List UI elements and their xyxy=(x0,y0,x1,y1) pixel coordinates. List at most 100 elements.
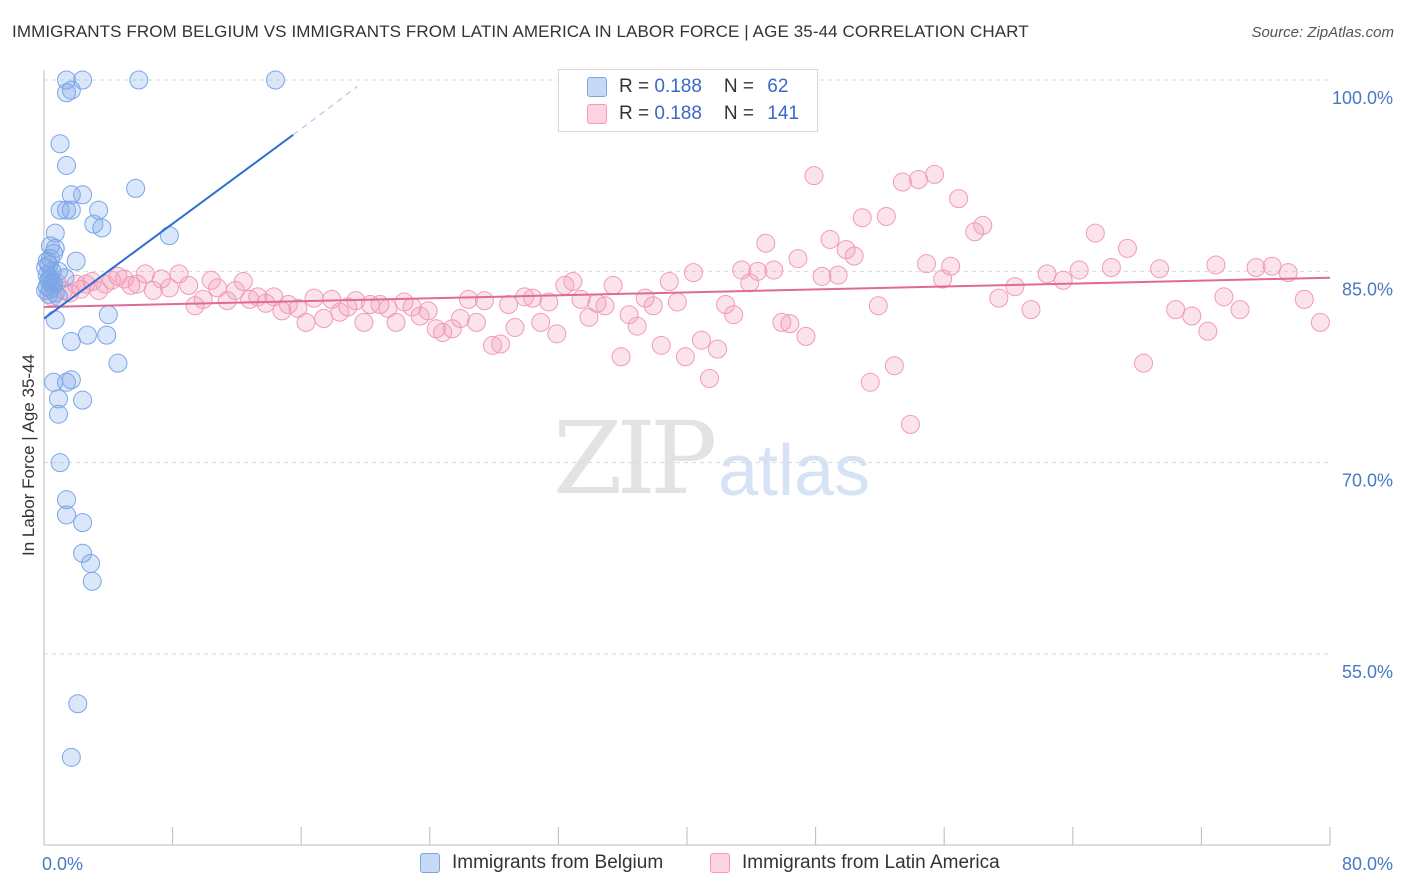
belgium-point-9 xyxy=(61,185,81,205)
latin-america-point-127 xyxy=(1117,238,1137,258)
belgium-point-58 xyxy=(82,571,102,591)
latin-america-point-130 xyxy=(1166,300,1186,320)
latin-america-point-86 xyxy=(708,339,728,359)
belgium-point-13 xyxy=(61,200,81,220)
latin-america-point-112 xyxy=(917,254,937,274)
belgium-point-56 xyxy=(73,543,93,563)
latin-america-point-113 xyxy=(925,164,945,184)
latin-america-point-88 xyxy=(724,305,744,325)
belgium-point-8 xyxy=(126,178,146,198)
belgium-point-2 xyxy=(129,70,149,90)
latin-america-point-65 xyxy=(539,292,559,312)
latin-america-point-30 xyxy=(256,293,276,313)
belgium-point-61 xyxy=(42,273,62,293)
latin-america-point-33 xyxy=(278,294,298,314)
trend-line-belgium xyxy=(43,134,294,320)
latin-america-point-66 xyxy=(547,324,567,344)
bottom-legend-belgium: Immigrants from Belgium xyxy=(420,852,663,874)
latin-america-point-125 xyxy=(1085,223,1105,243)
chart-source: Source: ZipAtlas.com xyxy=(1251,24,1394,41)
bottom-legend-label-latin-america: Immigrants from Latin America xyxy=(742,852,1000,873)
series-latin-america-points xyxy=(42,164,1330,434)
belgium-point-55 xyxy=(73,513,93,533)
belgium-point-7 xyxy=(57,155,77,175)
latin-america-point-52 xyxy=(433,323,453,343)
latin-america-point-60 xyxy=(499,294,519,314)
legend-row-latin-america: R = 0.188 N = 141 xyxy=(619,102,799,126)
belgium-point-44 xyxy=(61,331,81,351)
latin-america-point-99 xyxy=(812,266,832,286)
legend-n-label: N = xyxy=(723,76,760,97)
chart-title: IMMIGRANTS FROM BELGIUM VS IMMIGRANTS FR… xyxy=(12,22,1029,41)
latin-america-point-135 xyxy=(1246,258,1266,278)
latin-america-point-69 xyxy=(571,289,591,309)
belgium-point-18 xyxy=(159,226,179,246)
latin-america-point-129 xyxy=(1150,259,1170,279)
legend-r-label: R = xyxy=(619,76,655,97)
latin-america-point-92 xyxy=(756,233,776,253)
x-tick-label-0: 0.0% xyxy=(42,854,83,874)
latin-america-point-121 xyxy=(1021,300,1041,320)
latin-america-point-37 xyxy=(314,309,334,329)
latin-america-point-80 xyxy=(659,272,679,292)
latin-america-point-18 xyxy=(159,278,179,298)
legend-n-value-belgium: 62 xyxy=(767,76,789,97)
latin-america-point-54 xyxy=(450,309,470,329)
legend-row-belgium: R = 0.188 N = 62 xyxy=(619,75,788,99)
latin-america-point-27 xyxy=(233,272,253,292)
belgium-point-40 xyxy=(98,305,118,325)
latin-america-point-16 xyxy=(143,280,163,300)
latin-america-point-111 xyxy=(908,169,928,189)
latin-america-point-126 xyxy=(1101,258,1121,278)
latin-america-point-58 xyxy=(482,335,502,355)
latin-america-point-21 xyxy=(185,296,205,316)
belgium-point-51 xyxy=(48,404,68,424)
latin-america-point-139 xyxy=(1310,312,1330,332)
latin-america-point-20 xyxy=(179,275,199,295)
latin-america-point-83 xyxy=(683,263,703,283)
latin-america-point-133 xyxy=(1214,287,1234,307)
latin-america-point-87 xyxy=(716,294,736,314)
latin-america-point-40 xyxy=(338,297,358,317)
latin-america-point-93 xyxy=(764,260,784,280)
latin-america-point-117 xyxy=(965,222,985,242)
latin-america-point-96 xyxy=(788,249,808,269)
latin-america-point-131 xyxy=(1182,306,1202,326)
latin-america-point-106 xyxy=(868,296,888,316)
belgium-point-47 xyxy=(57,372,77,392)
trend-line-latin-america xyxy=(43,276,1331,309)
x-tick-label-1: 80.0% xyxy=(1342,854,1393,874)
latin-america-point-108 xyxy=(884,356,904,376)
latin-america-point-94 xyxy=(772,312,792,332)
watermark-atlas: atlas xyxy=(718,431,871,511)
legend-swatch-latin-america xyxy=(587,104,607,124)
y-tick-label-3: 100.0% xyxy=(1332,88,1393,108)
x-tick-labels: 0.0% 80.0% xyxy=(42,854,1393,874)
latin-america-point-55 xyxy=(458,289,478,309)
legend-r-value-latin-america: 0.188 xyxy=(654,103,702,124)
y-tick-label-2: 85.0% xyxy=(1342,279,1393,299)
latin-america-point-119 xyxy=(989,288,1009,308)
latin-america-point-134 xyxy=(1230,300,1250,320)
y-tick-label-0: 55.0% xyxy=(1342,662,1393,682)
belgium-point-54 xyxy=(57,505,77,525)
latin-america-point-73 xyxy=(603,275,623,295)
axes xyxy=(43,70,1331,846)
legend: R = 0.188 N = 62 R = 0.188 N = 141 xyxy=(558,69,818,132)
latin-america-point-46 xyxy=(386,312,406,332)
belgium-point-10 xyxy=(73,185,93,205)
legend-swatch-belgium xyxy=(587,77,607,97)
latin-america-point-101 xyxy=(828,265,848,285)
latin-america-point-120 xyxy=(1005,277,1025,297)
latin-america-point-82 xyxy=(675,347,695,367)
latin-america-point-35 xyxy=(296,312,316,332)
latin-america-point-109 xyxy=(892,172,912,192)
latin-america-point-72 xyxy=(595,296,615,316)
latin-america-point-95 xyxy=(780,314,800,334)
series-belgium-points xyxy=(36,70,285,767)
latin-america-point-132 xyxy=(1198,321,1218,341)
belgium-point-49 xyxy=(48,389,68,409)
bottom-legend-latin-america: Immigrants from Latin America xyxy=(710,852,1000,874)
latin-america-point-13 xyxy=(121,275,141,295)
belgium-point-4 xyxy=(57,83,77,103)
